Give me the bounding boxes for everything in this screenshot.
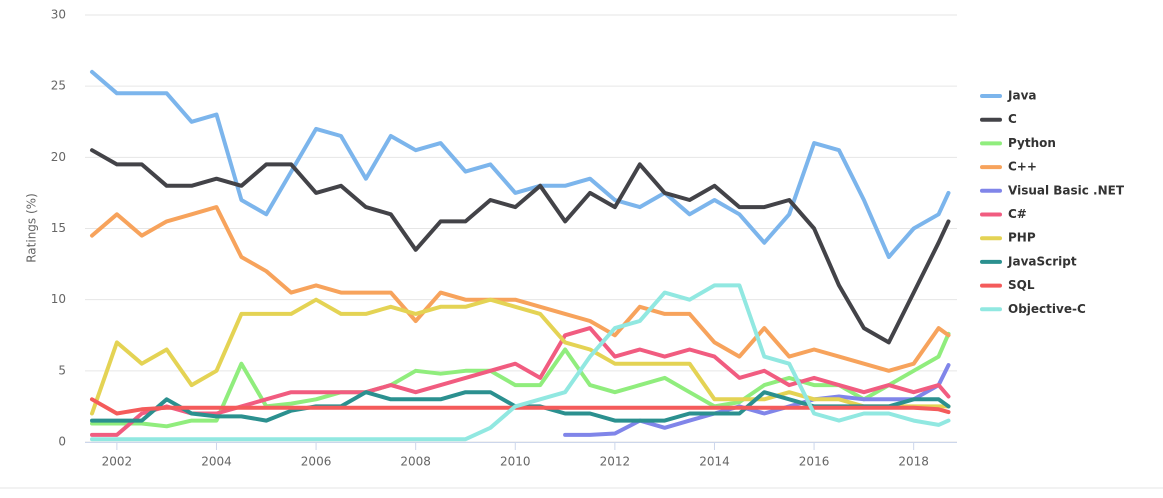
legend-label[interactable]: Python (1008, 136, 1056, 150)
legend-label[interactable]: PHP (1008, 231, 1036, 245)
legend-label[interactable]: C (1008, 112, 1017, 126)
y-tick-label: 30 (51, 8, 66, 22)
y-tick-label: 15 (51, 221, 66, 235)
x-tick-label: 2014 (699, 455, 730, 469)
y-tick-label: 20 (51, 150, 66, 164)
y-tick-label: 0 (58, 435, 66, 449)
series-line (90, 205, 951, 373)
legend-label[interactable]: Visual Basic .NET (1008, 183, 1125, 197)
legend-label[interactable]: C++ (1008, 160, 1037, 174)
x-tick-label: 2018 (898, 455, 929, 469)
legend-label[interactable]: C# (1008, 207, 1027, 221)
legend-label[interactable]: SQL (1008, 278, 1035, 292)
y-axis-label: Ratings (%) (25, 193, 39, 263)
legend-label[interactable]: Objective-C (1008, 302, 1086, 316)
y-tick-label: 25 (51, 79, 66, 93)
series-line (90, 69, 951, 259)
legend-label[interactable]: JavaScript (1007, 254, 1077, 268)
legend-label[interactable]: Java (1007, 89, 1036, 103)
series-line (90, 331, 951, 429)
x-tick-label: 2004 (201, 455, 232, 469)
series-line (90, 326, 951, 437)
series-line (90, 148, 951, 345)
x-tick-label: 2012 (600, 455, 631, 469)
x-tick-label: 2010 (500, 455, 531, 469)
x-tick-label: 2002 (102, 455, 133, 469)
series-line (90, 297, 951, 416)
x-tick-label: 2016 (799, 455, 830, 469)
x-tick-label: 2006 (301, 455, 332, 469)
series-line (90, 397, 951, 416)
y-tick-label: 10 (51, 292, 66, 306)
series-line (563, 363, 951, 437)
y-tick-label: 5 (58, 363, 66, 377)
series-line (90, 283, 951, 442)
x-tick-label: 2008 (400, 455, 431, 469)
